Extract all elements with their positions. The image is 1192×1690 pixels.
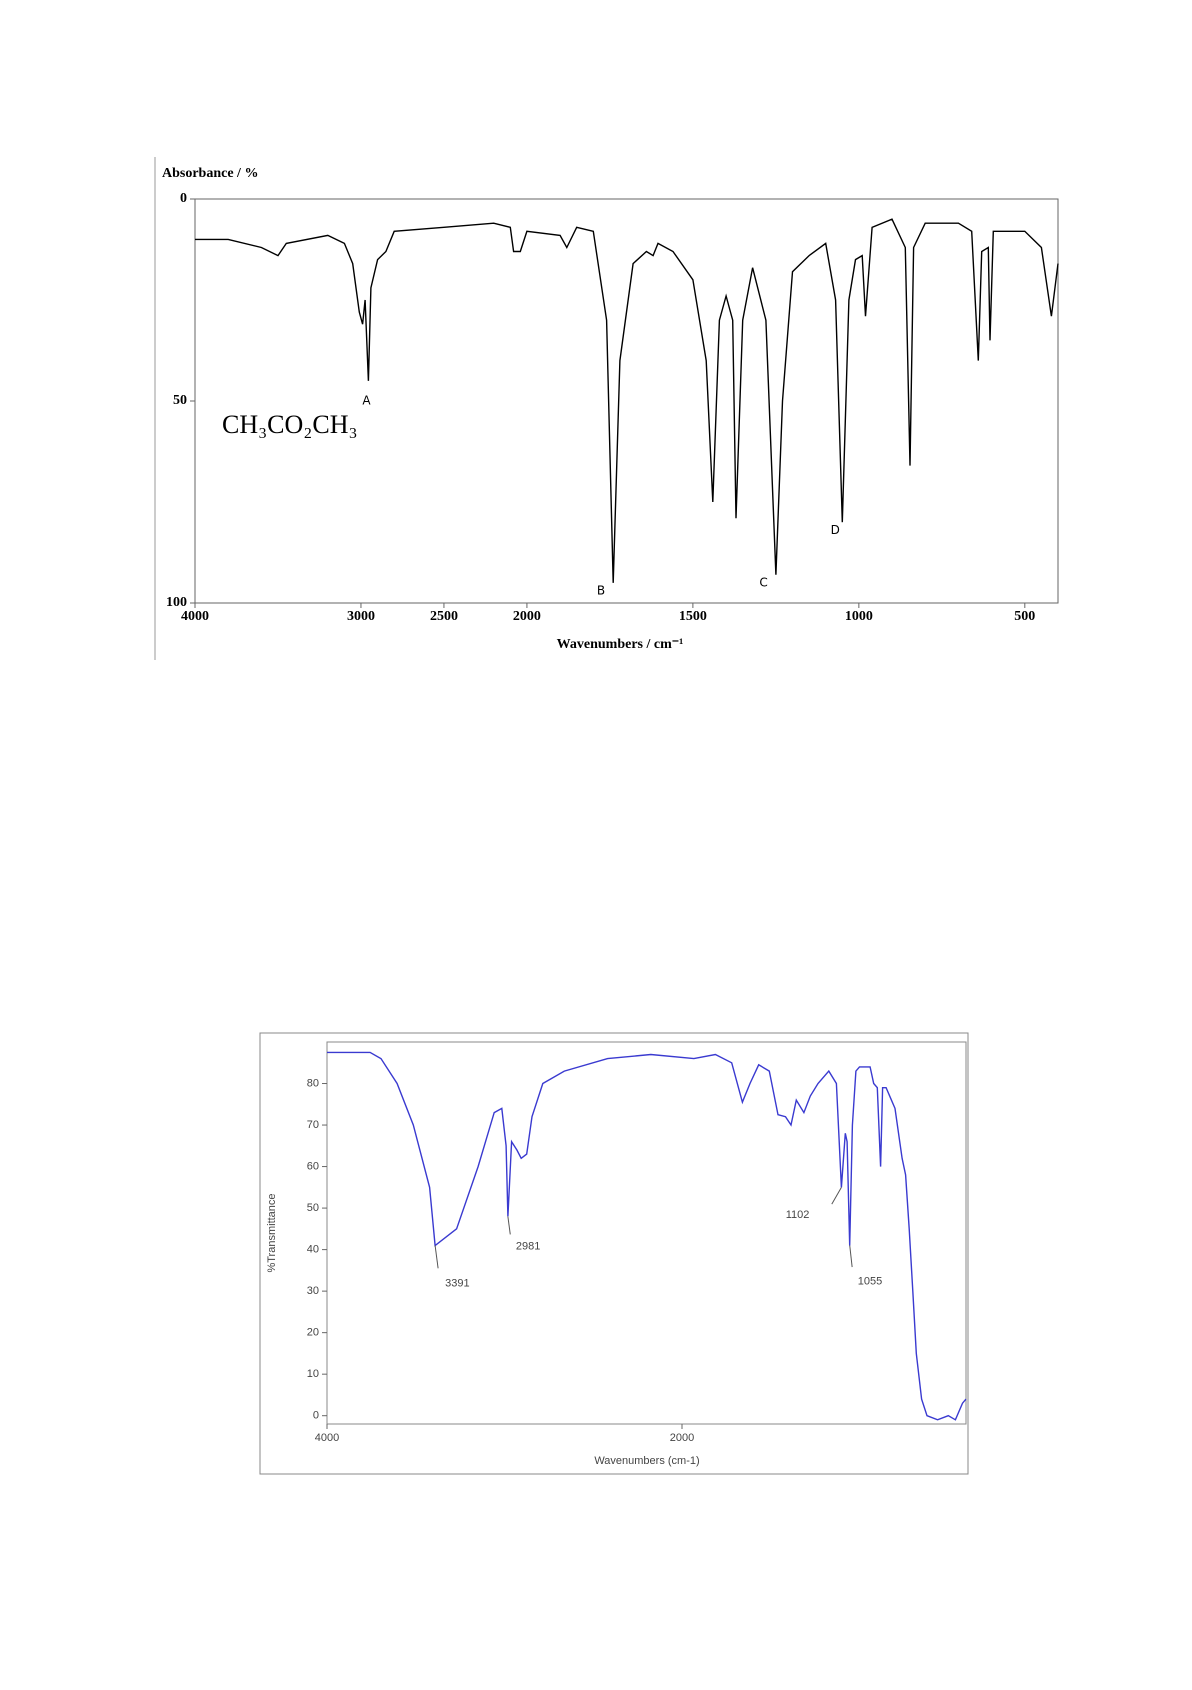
y-tick-label: 20 [307, 1327, 319, 1339]
x-tick-label: 4000 [315, 1432, 339, 1444]
peak-label: 2981 [516, 1240, 540, 1252]
peak-annotation: A [362, 394, 371, 408]
x-tick-label: 3000 [347, 609, 375, 624]
spectrum-line [195, 218, 1059, 583]
peak-label: 1102 [786, 1209, 810, 1221]
x-tick-label: 2000 [670, 1432, 694, 1444]
x-tick-label: 1000 [845, 609, 873, 624]
x-tick-label: 2500 [430, 609, 458, 624]
chart-frame [259, 1032, 969, 1475]
peak-annotation: D [831, 523, 840, 537]
x-tick-label: 500 [1014, 609, 1035, 624]
peak-label: 3391 [445, 1277, 469, 1289]
y-tick-label: 100 [166, 595, 187, 610]
peak-leader [507, 1216, 511, 1235]
x-tick-label: 2000 [513, 609, 541, 624]
peak-leader [849, 1245, 853, 1268]
x-axis-label: Wavenumbers (cm-1) [594, 1455, 699, 1467]
peak-leader [831, 1187, 842, 1205]
x-tick-label: 1500 [679, 609, 707, 624]
plot-frame [326, 1041, 967, 1425]
peak-leader [434, 1245, 439, 1269]
plot-frame [194, 198, 1059, 604]
y-tick-label: 50 [173, 393, 187, 408]
compound-label: CH₃CO₂CH₃ [222, 410, 358, 439]
y-tick-label: 50 [307, 1202, 319, 1214]
peak-label: 1055 [858, 1275, 882, 1287]
y-tick-label: 30 [307, 1285, 319, 1297]
y-tick-label: 0 [313, 1410, 319, 1422]
y-tick-label: 80 [307, 1077, 319, 1089]
y-axis-label: %Transmittance [266, 1193, 278, 1272]
x-tick-label: 4000 [181, 609, 209, 624]
peak-annotation: B [597, 583, 605, 597]
y-tick-label: 60 [307, 1160, 319, 1172]
y-tick-label: 10 [307, 1368, 319, 1380]
peak-annotation: C [759, 575, 767, 589]
y-tick-label: 40 [307, 1244, 319, 1256]
x-axis-label: Wavenumbers / cm⁻¹ [557, 637, 684, 652]
y-tick-label: 0 [180, 191, 187, 206]
y-axis-label: Absorbance / % [162, 166, 258, 181]
y-tick-label: 70 [307, 1119, 319, 1131]
spectrum-line [327, 1051, 967, 1421]
